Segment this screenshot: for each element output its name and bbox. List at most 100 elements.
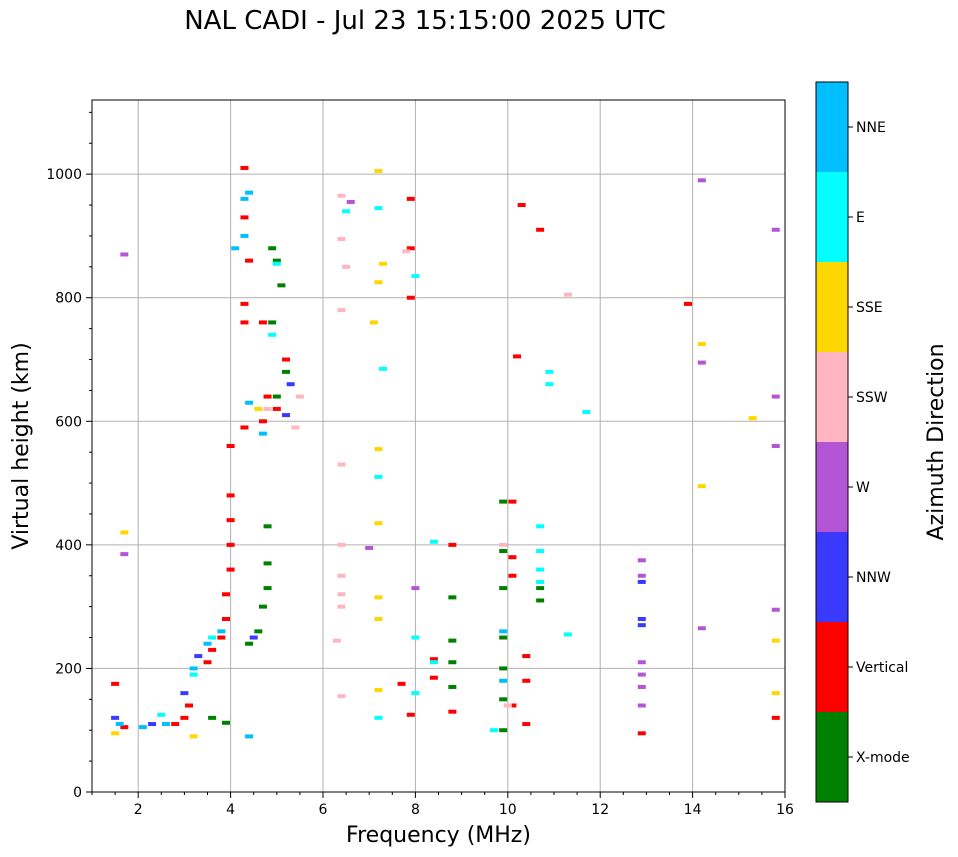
colorbar-title: Azimuth Direction: [924, 343, 949, 540]
echo-mark-nne: [138, 725, 147, 730]
colorbar-swatch: [816, 82, 848, 172]
x-tick-label: 2: [134, 802, 143, 818]
colorbar-swatch: [816, 262, 848, 352]
echo-mark-vertical: [522, 678, 531, 683]
echo-mark-w: [365, 545, 374, 550]
echo-mark-ssw: [337, 237, 346, 242]
echo-mark-sse: [374, 169, 383, 174]
echo-mark-vertical: [406, 295, 415, 300]
echo-mark-nne: [240, 196, 249, 201]
echo-mark-ssw: [337, 308, 346, 313]
echo-mark-vertical: [536, 227, 545, 232]
echo-mark-e: [536, 567, 545, 572]
colorbar-label: SSW: [856, 390, 888, 406]
colorbar-label: X-mode: [856, 750, 910, 766]
echo-mark-nne: [231, 246, 240, 251]
echo-mark-e: [268, 332, 277, 337]
echo-mark-w: [697, 626, 706, 631]
echo-mark-vertical: [429, 657, 438, 662]
echo-mark-nne: [115, 722, 124, 727]
echo-mark-w: [771, 444, 780, 448]
echo-mark-vertical: [240, 301, 249, 306]
y-axis-label: Virtual height (km): [9, 342, 34, 549]
echo-mark-ssw: [295, 394, 304, 399]
echo-mark-e: [429, 660, 438, 665]
echo-mark-nne: [499, 629, 508, 634]
x-axis-label: Frequency (MHz): [346, 823, 531, 848]
echo-mark-sse: [374, 447, 383, 452]
echo-mark-sse: [748, 416, 757, 421]
x-tick-label: 12: [591, 802, 609, 818]
echo-mark-x-mode: [448, 638, 457, 643]
echo-mark-ssw: [337, 604, 346, 609]
x-tick-label: 8: [411, 802, 420, 818]
echo-mark-vertical: [226, 493, 235, 498]
x-tick-label: 14: [684, 802, 702, 818]
echo-mark-x-mode: [268, 320, 277, 325]
colorbar-legend: X-mode Vertical NNW W SSW SSE E NNE: [815, 81, 910, 803]
echo-mark-nne: [217, 629, 226, 634]
echo-mark-ssw: [337, 462, 346, 467]
echo-mark-x-mode: [263, 561, 272, 566]
chart-title: NAL CADI - Jul 23 15:15:00 2025 UTC: [184, 6, 666, 36]
colorbar-label: NNW: [856, 570, 891, 586]
echo-mark-vertical: [226, 567, 235, 572]
data-marks: [111, 165, 780, 739]
echo-mark-sse: [697, 342, 706, 347]
echo-mark-x-mode: [536, 598, 545, 603]
echo-mark-vertical: [240, 215, 249, 220]
echo-mark-e: [582, 410, 591, 415]
colorbar-swatch: [816, 442, 848, 532]
echo-mark-vertical: [517, 203, 526, 208]
echo-mark-e: [489, 728, 498, 733]
echo-mark-ssw: [563, 292, 572, 297]
echo-mark-e: [536, 524, 545, 529]
echo-mark-e: [374, 474, 383, 479]
echo-mark-ssw: [263, 406, 272, 411]
echo-mark-vertical: [508, 555, 517, 560]
echo-mark-vertical: [637, 731, 646, 736]
echo-mark-nnw: [282, 413, 291, 418]
echo-mark-ssw: [337, 542, 346, 547]
echo-mark-w: [637, 672, 646, 677]
y-tick-label: 800: [55, 291, 82, 307]
echo-mark-x-mode: [282, 369, 291, 374]
echo-mark-nne: [203, 641, 212, 646]
echo-mark-x-mode: [536, 586, 545, 591]
echo-mark-x-mode: [448, 595, 457, 600]
echo-mark-vertical: [282, 357, 291, 362]
echo-mark-sse: [369, 320, 378, 325]
echo-mark-e: [411, 691, 420, 696]
echo-mark-vertical: [406, 246, 415, 251]
colorbar-label: NNE: [856, 120, 886, 136]
echo-mark-sse: [771, 638, 780, 643]
echo-mark-nnw: [148, 722, 157, 727]
echo-mark-ssw: [499, 542, 508, 547]
echo-mark-x-mode: [499, 549, 508, 554]
colorbar-swatch: [816, 172, 848, 262]
echo-mark-vertical: [272, 406, 281, 411]
plot-frame: [91, 99, 786, 793]
echo-mark-vertical: [208, 647, 217, 652]
echo-mark-e: [536, 579, 545, 584]
echo-mark-nnw: [286, 382, 295, 387]
echo-mark-vertical: [406, 712, 415, 717]
y-tick-label: 600: [55, 414, 82, 430]
echo-mark-vertical: [263, 394, 272, 399]
echo-mark-nne: [189, 666, 198, 671]
echo-mark-x-mode: [499, 635, 508, 640]
echo-mark-e: [379, 366, 388, 371]
echo-mark-x-mode: [258, 604, 267, 609]
echo-mark-w: [697, 360, 706, 365]
echo-mark-nne: [245, 734, 254, 739]
echo-mark-e: [536, 549, 545, 554]
echo-mark-x-mode: [272, 394, 281, 399]
y-tick-label: 1000: [46, 167, 82, 183]
echo-mark-vertical: [771, 715, 780, 720]
echo-mark-vertical: [448, 709, 457, 714]
echo-mark-ssw: [337, 573, 346, 578]
echo-mark-ssw: [503, 703, 512, 708]
echo-mark-vertical: [508, 499, 517, 504]
echo-mark-vertical: [226, 444, 235, 448]
echo-mark-vertical: [406, 196, 415, 201]
